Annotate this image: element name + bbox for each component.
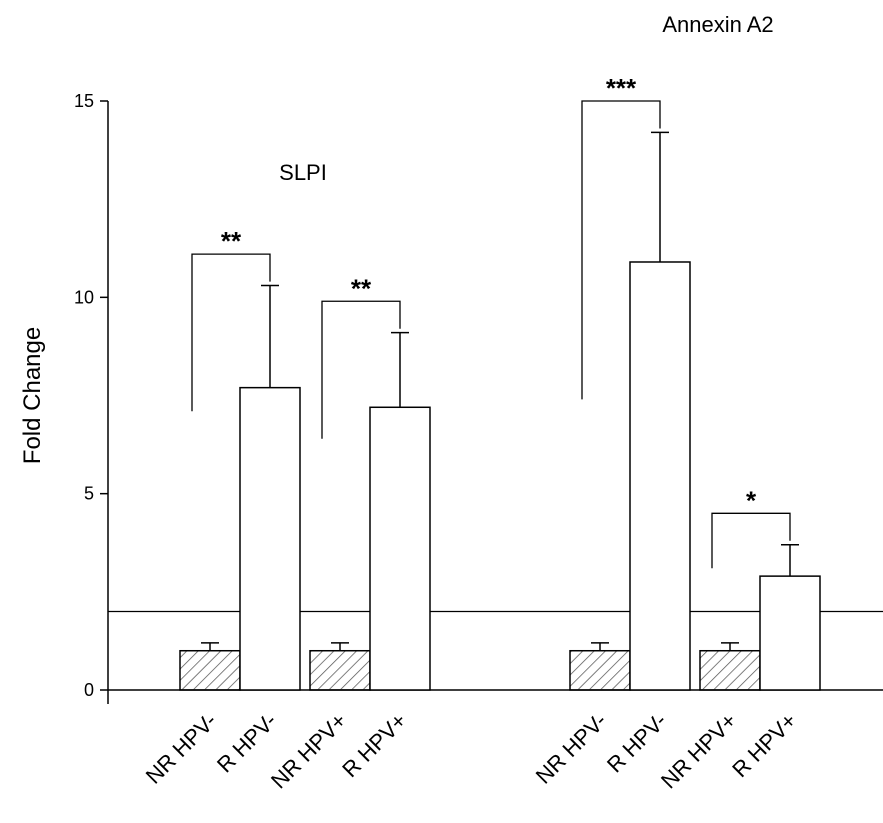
significance-bracket xyxy=(191,253,271,412)
bar xyxy=(309,649,371,691)
y-tick-label: 5 xyxy=(84,484,94,504)
x-tick-label: NR HPV+ xyxy=(656,708,742,794)
y-axis-label: Fold Change xyxy=(19,327,46,464)
x-tick-label: R HPV- xyxy=(212,708,282,778)
bar xyxy=(759,575,821,691)
bar xyxy=(699,649,761,691)
bar xyxy=(179,649,241,691)
bar xyxy=(569,649,631,691)
x-tick-label: NR HPV+ xyxy=(266,708,352,794)
x-tick-label: R HPV- xyxy=(602,708,672,778)
significance-label: * xyxy=(746,485,757,515)
x-tick-label: NR HPV- xyxy=(141,708,222,789)
significance-label: ** xyxy=(221,226,242,256)
y-tick-label: 0 xyxy=(84,680,94,700)
bar xyxy=(629,261,691,691)
significance-bracket xyxy=(711,512,791,569)
bar xyxy=(239,386,301,691)
significance-label: ** xyxy=(351,273,372,303)
y-tick-label: 10 xyxy=(74,287,94,307)
significance-bracket xyxy=(321,300,401,439)
x-tick-label: R HPV+ xyxy=(727,708,801,782)
x-tick-label: NR HPV- xyxy=(531,708,612,789)
bar xyxy=(369,406,431,691)
group-title: SLPI xyxy=(279,160,327,185)
significance-label: *** xyxy=(606,73,637,103)
y-tick-label: 15 xyxy=(74,91,94,111)
group-title: Annexin A2 xyxy=(662,12,773,37)
x-tick-label: R HPV+ xyxy=(337,708,411,782)
significance-bracket xyxy=(581,100,661,400)
